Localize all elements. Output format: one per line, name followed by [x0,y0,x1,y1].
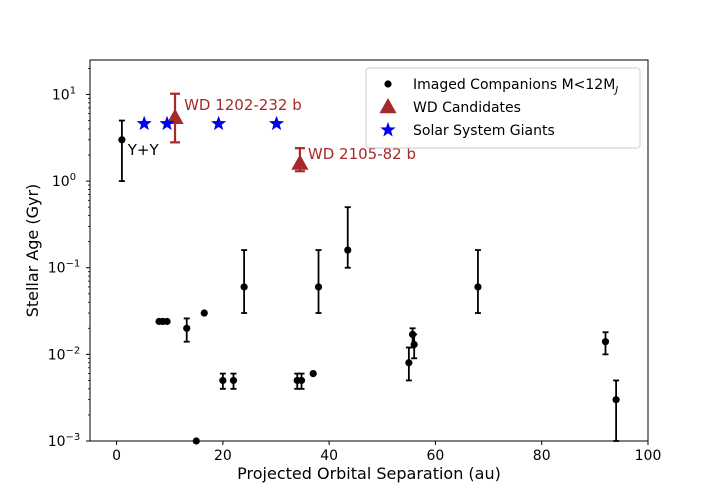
data-point [183,324,191,332]
data-point [136,115,152,131]
legend-label: Imaged Companions M<12MJ [413,77,618,96]
data-marks [118,92,620,445]
x-axis-label: Projected Orbital Separation (au) [237,464,501,483]
data-point [163,317,171,326]
annotation-label: WD 2105-82 b [308,145,416,163]
data-point [229,376,238,385]
x-tick-label: 20 [214,448,232,464]
annotation-label: Y+Y [127,141,160,159]
data-point [268,115,285,131]
y-tick-label: 10−1 [48,259,81,277]
legend-marker [384,80,392,88]
x-tick-label: 100 [635,448,662,464]
data-point [118,136,126,144]
x-tick-label: 60 [427,448,445,464]
y-axis-label: Stellar Age (Gyr) [23,184,42,318]
data-point [297,376,306,385]
annotation-label: WD 1202-232 b [184,96,302,114]
data-point [474,283,482,291]
legend-marker [379,98,397,114]
data-point [410,340,418,349]
data-point [240,283,248,291]
data-point [344,246,352,254]
data-point [211,115,227,131]
legend-label: Solar System Giants [413,123,555,139]
data-point [601,338,610,346]
x-tick-label: 80 [533,448,551,464]
legend-marker [380,122,396,137]
legend-box [365,67,641,149]
y-tick-label: 10−3 [48,432,81,450]
data-point [612,396,620,404]
data-point [166,108,184,124]
annotations: Y+Y WD 1202-232 b WD 2105-82 b [127,96,416,163]
data-point [309,369,317,378]
data-point [200,309,208,317]
y-tick-label: 10−2 [48,345,81,363]
legend-label: WD Candidates [413,100,521,116]
data-point [405,359,413,367]
x-tick-label: 0 [112,448,121,464]
y-tick-label: 100 [52,172,76,190]
data-point [314,283,323,291]
data-point [219,376,227,385]
y-axis: 10−3 10−2 10−1 100 101 [48,67,90,450]
series-2 [136,115,285,131]
x-axis: 0 20 40 60 80 100 [112,441,661,464]
series-1 [166,92,309,173]
series-0 [118,119,620,445]
legend: Imaged Companions M<12MJ WD Candidates Sol… [365,67,641,149]
plot-frame [89,59,649,442]
x-tick-label: 40 [320,448,338,464]
y-tick-label: 101 [52,85,76,103]
data-point [159,115,175,131]
data-point [291,154,309,170]
